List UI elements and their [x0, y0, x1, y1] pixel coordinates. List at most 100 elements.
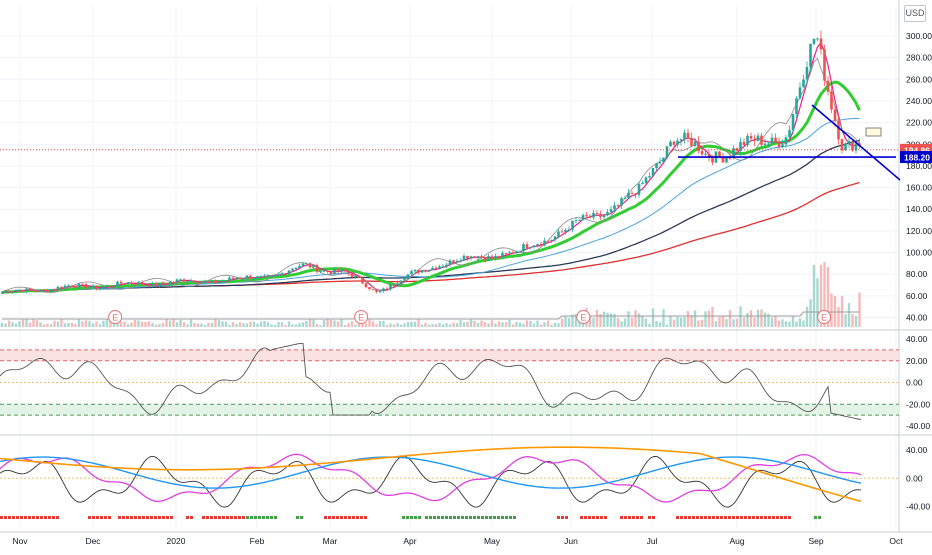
candle-body [508, 252, 511, 254]
candle-body [711, 157, 714, 163]
earnings-marker [576, 310, 591, 324]
candle-body [280, 273, 284, 275]
signal-square [88, 516, 91, 519]
candle-body [343, 269, 347, 272]
candle-body [168, 281, 172, 285]
volume-bar [186, 324, 189, 327]
candle-body [210, 280, 214, 282]
price-tick-label: 100.00 [906, 248, 932, 258]
candle-body [175, 279, 179, 282]
signal-square [580, 516, 583, 519]
candle-body [375, 289, 378, 292]
volume-bar [788, 321, 791, 327]
candle-body [25, 288, 28, 292]
volume-bar [165, 319, 168, 327]
signal-square [238, 516, 241, 519]
signal-square [565, 516, 568, 519]
volume-bar [119, 321, 123, 327]
candle-body [693, 141, 697, 146]
signal-square [740, 516, 743, 519]
signal-square [162, 516, 165, 519]
candle-body [182, 279, 186, 282]
ma-pink [1, 41, 860, 294]
candle-body [445, 264, 448, 267]
candle-body [4, 291, 7, 293]
volume-bar [277, 322, 280, 327]
volume-bar [235, 324, 238, 327]
volume-bar [350, 321, 354, 327]
volume-bar [354, 324, 357, 327]
volume-bar [95, 321, 98, 327]
signal-square [222, 516, 225, 519]
volume-bar [203, 324, 207, 327]
candle-body [686, 132, 690, 138]
volume-bar [179, 319, 182, 327]
x-tick-label: Nov [12, 536, 28, 546]
candle-body [32, 290, 35, 292]
signal-square [266, 516, 269, 519]
signal-square [48, 516, 51, 519]
candle-body [707, 153, 711, 158]
volume-bar [249, 321, 252, 327]
candle-body [74, 286, 77, 288]
candle-body [459, 260, 462, 262]
volume-bar [420, 324, 424, 327]
signal-square [648, 516, 651, 519]
volume-bar [35, 320, 39, 327]
candle-body [11, 291, 14, 293]
candle-body [39, 289, 42, 292]
volume-bar [522, 323, 525, 327]
signal-square [154, 516, 157, 519]
candle-body [455, 261, 459, 263]
signal-square [461, 516, 464, 519]
signal-square [218, 516, 221, 519]
volume-bar [158, 324, 161, 327]
volume-bar [151, 322, 154, 327]
candle-body [60, 286, 63, 289]
x-tick-label: Dec [85, 536, 101, 546]
volume-ma-line [2, 311, 860, 320]
candle-body [644, 177, 648, 184]
volume-bar [259, 321, 263, 327]
candle-body [487, 256, 490, 261]
volume-bar [693, 310, 697, 327]
signal-square [336, 516, 339, 519]
volume-bar [130, 322, 133, 327]
candle-body [480, 256, 483, 258]
volume-bar [732, 319, 735, 327]
candle-body [105, 285, 109, 288]
candle-body [424, 269, 427, 272]
signal-square [818, 516, 821, 519]
candle-body [266, 275, 270, 277]
volume-bar [469, 319, 473, 327]
signal-square [684, 516, 687, 519]
candle-body [812, 39, 816, 44]
signal-square [170, 516, 173, 519]
candle-body [403, 278, 406, 281]
candle-body [326, 270, 329, 272]
signal-square [190, 516, 193, 519]
candle-body [847, 140, 851, 144]
signal-square [100, 516, 103, 519]
candle-body [581, 215, 585, 220]
candle-body [431, 267, 434, 270]
volume-bar [126, 324, 130, 327]
candle-body [697, 141, 700, 152]
volume-bar [392, 324, 396, 327]
candle-body [511, 252, 515, 254]
p3-tick-label: 0.00 [906, 473, 923, 483]
signal-square [258, 516, 261, 519]
volume-bar [60, 319, 63, 327]
currency-badge[interactable]: USD [904, 5, 926, 22]
volume-bar [823, 262, 826, 327]
candle-body [854, 143, 858, 151]
candle-body [809, 43, 812, 68]
candle-body [123, 283, 126, 285]
volume-bar [634, 310, 637, 327]
x-tick-label: May [484, 536, 501, 546]
candle-body [392, 284, 396, 286]
x-tick-label: Sep [808, 536, 823, 546]
signal-square [493, 516, 496, 519]
volume-bar [406, 322, 410, 327]
